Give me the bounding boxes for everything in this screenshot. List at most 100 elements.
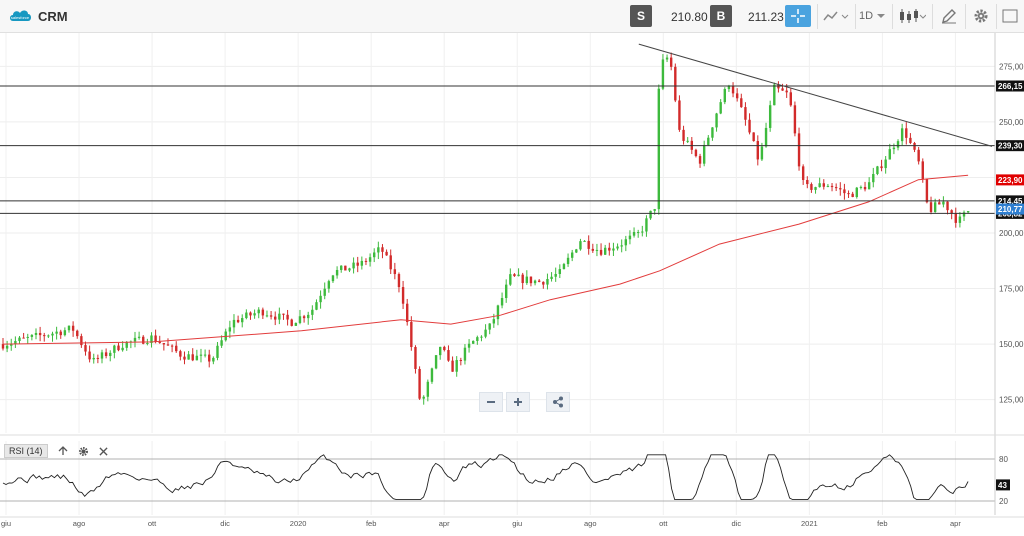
candle [302,316,306,319]
candle [562,264,566,270]
candle [785,90,788,93]
more-button[interactable] [1000,5,1020,27]
trendline [638,43,993,147]
rsi-line [2,454,969,501]
candle [839,188,842,190]
candle [459,360,463,362]
candle [422,396,425,399]
candle [352,262,355,269]
candle [455,360,458,372]
candle [76,330,79,337]
candle [348,268,351,271]
candle [678,100,681,130]
candle [727,86,731,90]
candle [92,357,95,360]
candle [740,98,743,108]
candle [702,144,706,164]
candle [447,350,450,361]
candle [872,173,875,183]
candle [199,354,203,356]
candle [47,335,50,337]
zoom-out-button[interactable] [479,392,503,412]
candle [723,89,727,103]
candle [764,127,768,147]
candle [946,201,949,211]
candle [781,88,784,91]
candle [67,325,71,331]
candle [863,186,867,190]
candlestick-icon [900,9,926,23]
candle [851,193,854,198]
candle [18,337,21,341]
candle [876,166,879,174]
candle [278,313,281,320]
candlestick-type-button[interactable] [896,5,928,27]
gear-icon[interactable] [78,446,89,457]
rsi-last-label: 43 [998,481,1007,490]
candle [661,59,665,89]
candle [401,287,405,304]
candle [855,187,858,198]
ma-value-label-bg [996,174,1024,186]
candle [170,345,174,347]
candle [744,107,747,120]
candle [950,210,953,214]
candle [760,146,764,160]
candle [966,211,970,213]
ma-value-label: 223,90 [998,176,1023,185]
candle [496,305,500,320]
drawing-tools-button[interactable] [936,5,962,27]
arrow-up-icon[interactable] [58,446,68,456]
chart-overlays [0,43,995,345]
candle [900,128,904,142]
zoom-in-button[interactable] [506,392,530,412]
buy-button[interactable]: B [710,5,732,27]
candle [113,345,116,353]
price-chart[interactable]: 275,00250,00225,00200,00175,00150,00125,… [0,33,1024,536]
candle [59,331,62,336]
share-button[interactable] [546,392,570,412]
candle [241,318,244,323]
settings-button[interactable] [969,5,993,27]
current-price-label-bg [996,203,1024,215]
crosshair-button[interactable] [785,5,811,27]
candle [175,345,178,352]
candle [397,274,401,288]
candle [669,57,673,67]
x-tick-label: ago [584,519,597,528]
candle [71,325,75,331]
candle [909,137,912,143]
candle [777,84,780,89]
candle [88,351,91,360]
candle [806,179,809,185]
sell-button[interactable]: S [630,5,652,27]
candle [484,329,487,337]
pencil-icon [942,9,956,24]
rsi-panel [0,454,995,502]
candle [463,347,467,361]
x-tick-label: feb [877,519,887,528]
candle [133,337,137,342]
close-icon[interactable] [98,446,108,456]
toolbar: salesforce CRM S 210.80 B 211.23 1D [0,0,1024,33]
candle [137,336,141,338]
rsi-label[interactable]: RSI (14) [4,444,48,458]
candle [121,347,124,351]
candle [34,332,38,335]
y-tick-label: 275,00 [999,62,1024,71]
candle [620,245,623,247]
candle [859,186,863,188]
candle [236,319,240,323]
chevron-down-icon [877,14,886,18]
candle [929,202,933,212]
candle [665,57,669,60]
candle [513,274,516,277]
candle [5,345,9,349]
candle [319,295,322,303]
minus-icon [487,401,495,403]
candle [195,355,199,361]
chart-type-button[interactable] [820,5,852,27]
candle [942,201,945,205]
timeframe-select[interactable]: 1D [858,5,886,27]
candle [290,319,293,326]
